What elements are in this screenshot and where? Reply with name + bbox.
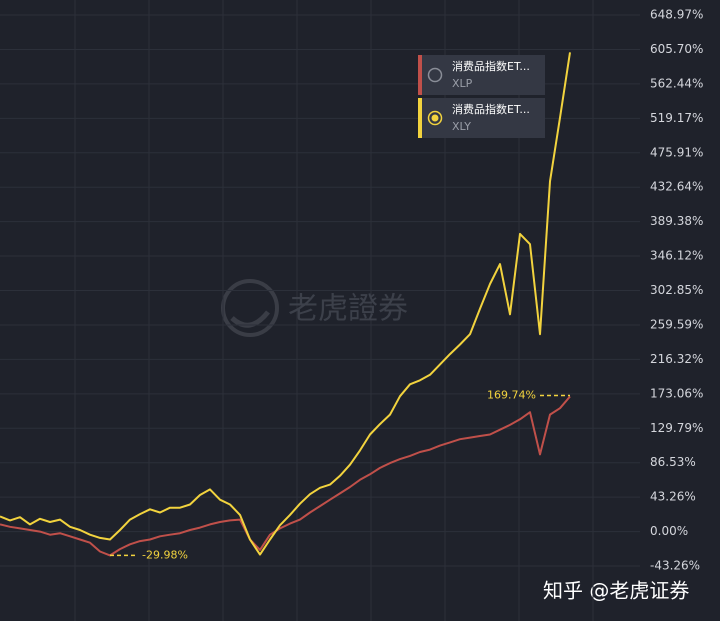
y-tick-label: 389.38% [650,214,703,228]
y-tick-label: 605.70% [650,42,703,56]
legend-radio-dot [431,114,439,122]
legend: 消费品指数ET... XLP 消费品指数ET... XLY [418,55,545,138]
y-tick-label: 43.26% [650,490,696,504]
legend-name: 消费品指数ET... [452,59,530,73]
legend-item[interactable]: 消费品指数ET... XLY [418,98,545,138]
y-tick-label: 259.59% [650,317,703,331]
legend-swatch [418,55,422,95]
y-tick-label: -43.26% [650,559,700,573]
y-tick-label: 0.00% [650,524,688,538]
y-tick-label: 302.85% [650,283,703,297]
legend-item[interactable]: 消费品指数ET... XLP [418,55,545,95]
footer: 知乎 @老虎证券 [543,579,689,603]
annotation: -29.98% [142,548,188,561]
y-tick-label: 475.91% [650,145,703,159]
legend-ticker: XLY [452,120,471,133]
y-tick-label: 216.32% [650,352,703,366]
legend-radio [427,110,443,126]
legend-bg [418,98,545,138]
y-tick-label: 129.79% [650,421,703,435]
legend-swatch [418,98,422,138]
y-tick-label: 519.17% [650,111,703,125]
series-line [0,52,571,556]
y-tick-label: 648.97% [650,8,703,22]
annotation: 169.74% [487,388,536,401]
legend-name: 消费品指数ET... [452,102,530,116]
y-tick-label: 173.06% [650,386,703,400]
y-tick-label: 346.12% [650,249,703,263]
legend-bg [418,55,545,95]
legend-radio [427,67,443,83]
y-tick-label: 86.53% [650,455,696,469]
watermark: 老虎證券 [288,292,408,327]
y-tick-label: 562.44% [650,76,703,90]
series-line [0,395,571,557]
y-tick-label: 432.64% [650,180,703,194]
legend-ticker: XLP [452,77,473,90]
